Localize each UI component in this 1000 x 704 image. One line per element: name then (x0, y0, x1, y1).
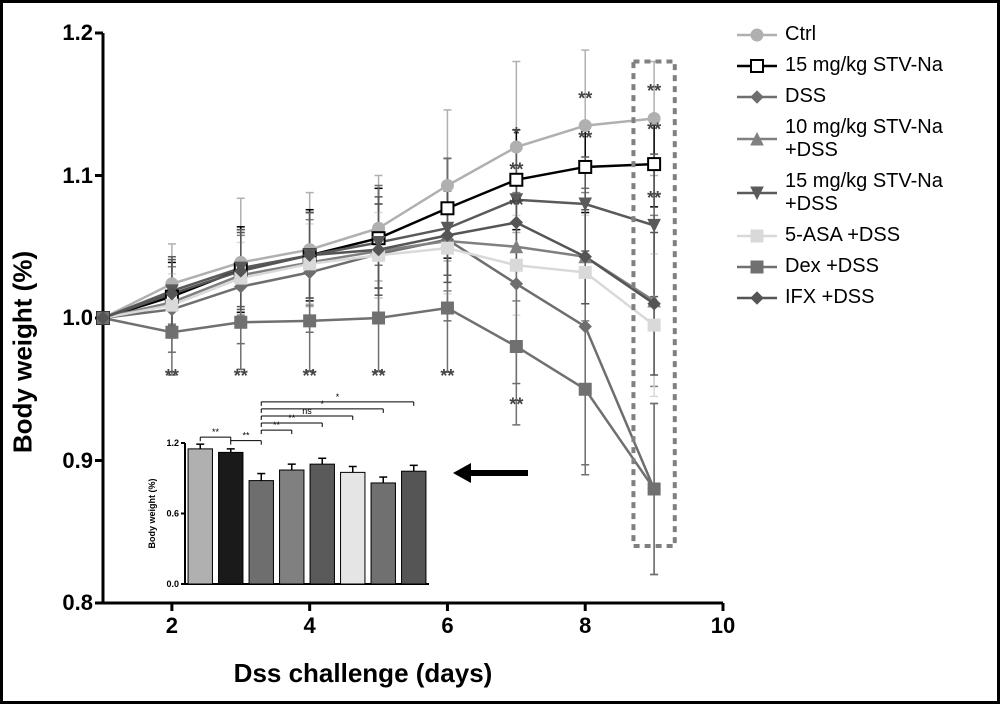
svg-text:**: ** (578, 88, 592, 108)
svg-text:ns: ns (302, 406, 312, 416)
arrow-icon (453, 453, 533, 503)
chart-container: Body weight (%) 0.80.91.01.11.2 ********… (0, 0, 1000, 704)
svg-text:**: ** (288, 413, 296, 423)
legend-label: 15 mg/kg STV-Na (785, 54, 943, 77)
svg-text:**: ** (440, 366, 454, 386)
svg-text:**: ** (273, 420, 281, 430)
x-tick: 4 (304, 613, 316, 639)
x-tick: 8 (579, 613, 591, 639)
svg-text:**: ** (242, 431, 250, 441)
legend-label: 10 mg/kg STV-Na +DSS (785, 116, 977, 162)
svg-text:*: * (320, 399, 324, 409)
svg-text:Body weight (%): Body weight (%) (147, 479, 157, 549)
legend-item: Dex +DSS (737, 255, 977, 278)
y-tick: 1.1 (33, 163, 93, 189)
legend-label: 15 mg/kg STV-Na +DSS (785, 170, 977, 216)
y-tick: 0.9 (33, 448, 93, 474)
svg-text:**: ** (647, 81, 661, 101)
legend-label: Ctrl (785, 23, 816, 46)
svg-text:**: ** (647, 120, 661, 140)
legend-label: DSS (785, 85, 826, 108)
legend-item: 5-ASA +DSS (737, 224, 977, 247)
legend-item: Ctrl (737, 23, 977, 46)
svg-text:0.0: 0.0 (166, 579, 179, 589)
x-tick: 10 (711, 613, 735, 639)
svg-text:*: * (336, 392, 340, 402)
svg-text:**: ** (509, 195, 523, 215)
y-tick: 1.0 (33, 305, 93, 331)
svg-text:**: ** (212, 427, 220, 437)
svg-text:1.2: 1.2 (166, 438, 179, 448)
svg-text:0.6: 0.6 (166, 509, 179, 519)
legend-item: IFX +DSS (737, 286, 977, 309)
x-tick: 6 (441, 613, 453, 639)
y-tick-labels: 0.80.91.01.11.2 (3, 33, 98, 603)
x-axis-label: Dss challenge (days) (234, 658, 493, 689)
svg-text:**: ** (509, 160, 523, 180)
legend-item: 15 mg/kg STV-Na (737, 54, 977, 77)
svg-text:**: ** (578, 128, 592, 148)
legend-item: 10 mg/kg STV-Na +DSS (737, 116, 977, 162)
svg-text:*: * (513, 124, 520, 144)
inset-bar-chart: 0.00.61.2Body weight (%)********ns** (143, 373, 433, 598)
legend-label: IFX +DSS (785, 286, 874, 309)
svg-text:**: ** (509, 395, 523, 415)
y-tick: 0.8 (33, 590, 93, 616)
legend-item: DSS (737, 85, 977, 108)
x-tick-labels: 246810 (103, 608, 723, 638)
legend-item: 15 mg/kg STV-Na +DSS (737, 170, 977, 216)
x-tick: 2 (166, 613, 178, 639)
legend: Ctrl 15 mg/kg STV-Na DSS 10 mg/kg STV-Na +D… (737, 23, 977, 317)
svg-text:**: ** (647, 188, 661, 208)
legend-label: 5-ASA +DSS (785, 224, 900, 247)
legend-label: Dex +DSS (785, 255, 879, 278)
y-tick: 1.2 (33, 20, 93, 46)
